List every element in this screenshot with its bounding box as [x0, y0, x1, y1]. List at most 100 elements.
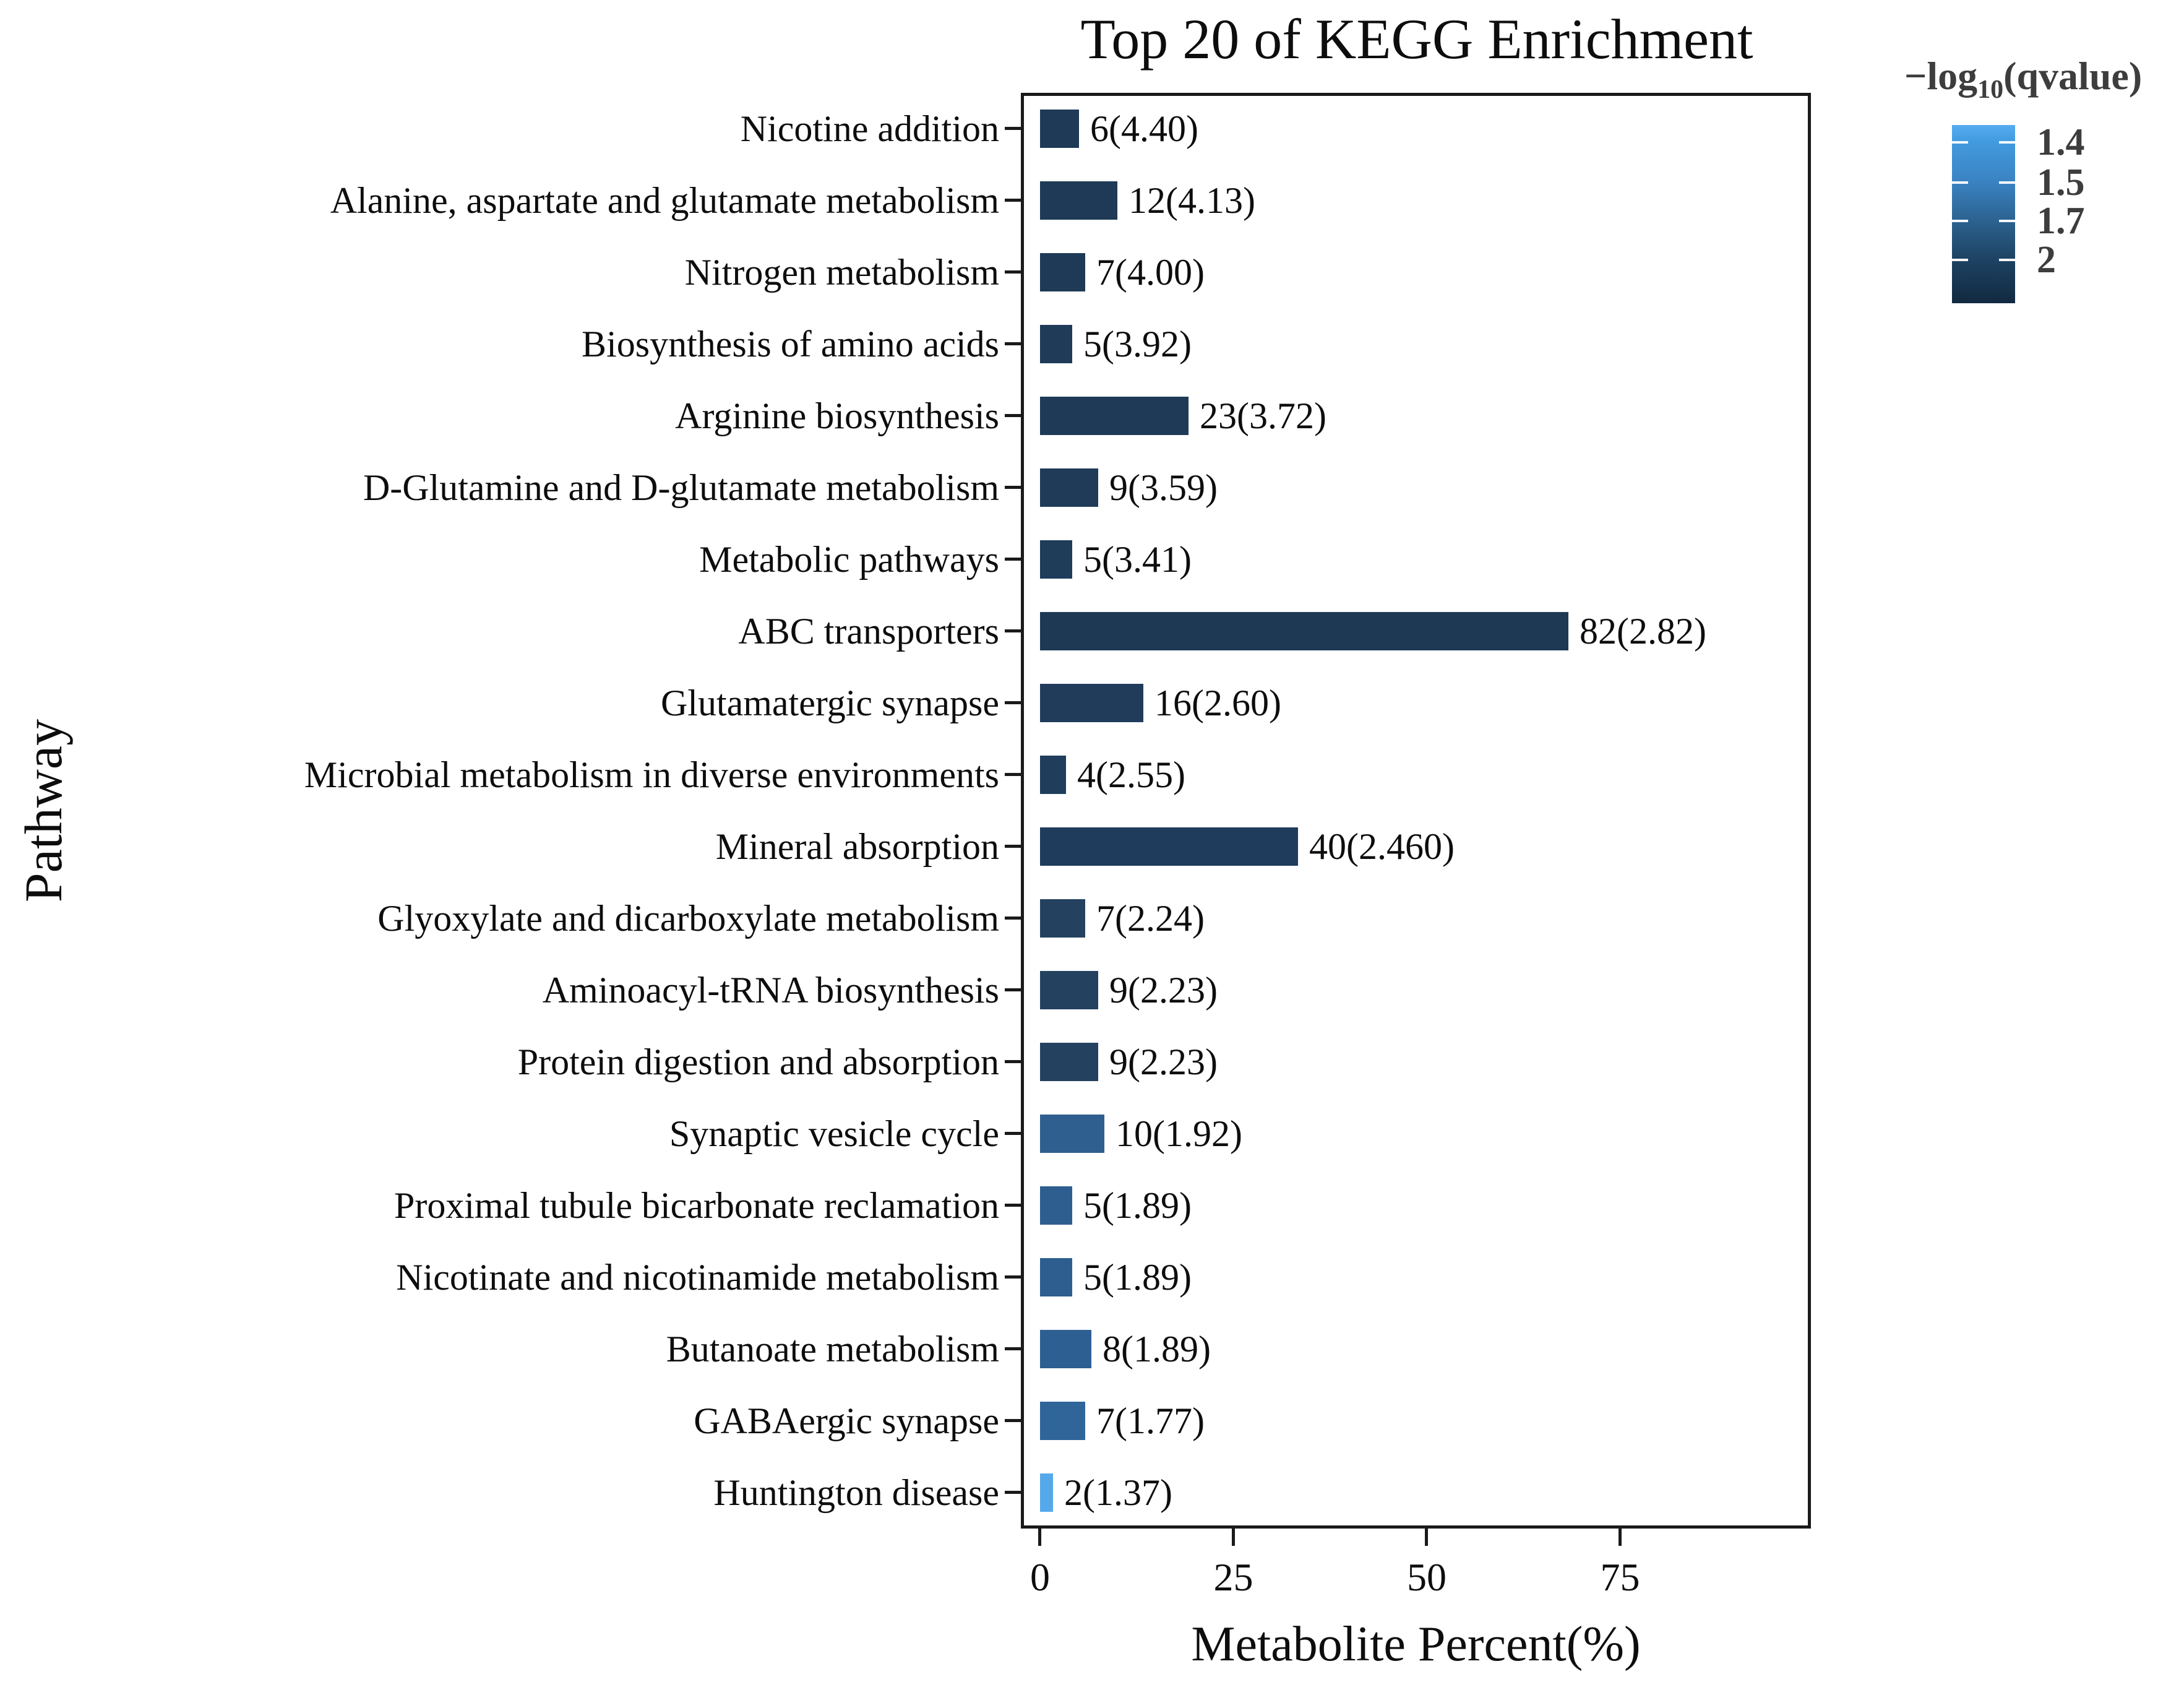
bar-value-label: 7(1.77)	[1096, 1400, 1205, 1441]
x-axis-title: Metabolite Percent(%)	[1191, 1617, 1641, 1671]
bar	[1040, 540, 1072, 579]
bar	[1040, 1186, 1072, 1225]
bar-value-label: 2(1.37)	[1064, 1472, 1172, 1513]
bar	[1040, 612, 1568, 650]
colorbar-tick	[1999, 181, 2015, 184]
colorbar-tick-label: 1.4	[2037, 121, 2085, 163]
y-axis-label: Nitrogen metabolism	[684, 252, 999, 293]
y-axis-label: Alanine, aspartate and glutamate metabol…	[330, 180, 999, 221]
y-axis-tick	[1005, 342, 1021, 345]
bar	[1040, 899, 1085, 938]
bar-value-label: 10(1.92)	[1116, 1113, 1242, 1154]
bar-value-label: 82(2.82)	[1580, 611, 1706, 652]
bar-value-label: 9(2.23)	[1109, 1042, 1218, 1082]
y-axis-tick	[1005, 629, 1021, 632]
y-axis-tick	[1005, 1060, 1021, 1063]
y-axis-tick	[1005, 414, 1021, 417]
y-axis-label: Protein digestion and absorption	[517, 1042, 999, 1082]
bar	[1040, 1258, 1072, 1296]
y-axis-tick	[1005, 1491, 1021, 1494]
chart-title: Top 20 of KEGG Enrichment	[1080, 7, 1753, 71]
colorbar-tick-label: 1.7	[2037, 199, 2085, 242]
bar-value-label: 5(1.89)	[1083, 1185, 1192, 1226]
colorbar-tick-label: 2	[2037, 239, 2056, 282]
y-axis-tick	[1005, 1419, 1021, 1422]
y-axis-label: D-Glutamine and D-glutamate metabolism	[363, 467, 999, 508]
bar-value-label: 7(4.00)	[1096, 252, 1205, 293]
bar-value-label: 5(3.92)	[1083, 324, 1192, 364]
bar-value-label: 9(3.59)	[1109, 467, 1218, 508]
y-axis-tick	[1005, 845, 1021, 848]
bar-value-label: 12(4.13)	[1129, 180, 1255, 221]
bar-value-label: 16(2.60)	[1154, 683, 1281, 723]
x-axis-tick	[1038, 1529, 1041, 1546]
bar	[1040, 1330, 1091, 1368]
bar	[1040, 1473, 1053, 1512]
colorbar-tick	[1952, 259, 1968, 262]
bar	[1040, 397, 1189, 435]
bar	[1040, 1043, 1098, 1081]
y-axis-label: Glyoxylate and dicarboxylate metabolism	[377, 898, 999, 939]
x-axis-tick	[1618, 1529, 1622, 1546]
y-axis-label: Arginine biosynthesis	[675, 395, 999, 436]
bar-value-label: 5(1.89)	[1083, 1257, 1192, 1298]
legend-title-prefix: −log	[1904, 54, 1978, 98]
bar-value-label: 9(2.23)	[1109, 970, 1218, 1011]
bar	[1040, 756, 1066, 794]
colorbar-tick	[1952, 181, 1968, 184]
bar	[1040, 971, 1098, 1009]
x-axis-tick	[1425, 1529, 1428, 1546]
bar-value-label: 40(2.460)	[1309, 826, 1455, 867]
legend-title: −log10(qvalue)	[1862, 53, 2184, 105]
bar-value-label: 6(4.40)	[1090, 108, 1198, 149]
y-axis-tick	[1005, 988, 1021, 991]
colorbar	[1952, 125, 2015, 303]
bar-value-label: 5(3.41)	[1083, 539, 1192, 580]
x-axis-tick-label: 50	[1407, 1555, 1447, 1599]
y-axis-label: Nicotine addition	[740, 108, 999, 149]
y-axis-label: Synaptic vesicle cycle	[669, 1113, 999, 1154]
x-axis-tick-label: 25	[1213, 1555, 1253, 1599]
bar	[1040, 110, 1079, 148]
y-axis-label: Aminoacyl-tRNA biosynthesis	[542, 970, 999, 1011]
colorbar-tick-label: 1.5	[2037, 162, 2085, 204]
bar	[1040, 1402, 1085, 1440]
bar-value-label: 7(2.24)	[1096, 898, 1205, 939]
colorbar-tick	[1999, 140, 2015, 144]
bar-value-label: 8(1.89)	[1103, 1329, 1211, 1369]
x-axis-tick-label: 75	[1600, 1555, 1640, 1599]
x-axis-tick	[1231, 1529, 1235, 1546]
x-axis-tick-label: 0	[1030, 1555, 1050, 1599]
bar	[1040, 468, 1098, 507]
y-axis-tick	[1005, 1204, 1021, 1207]
colorbar-tick	[1952, 140, 1968, 144]
bar	[1040, 181, 1117, 220]
y-axis-label: Metabolic pathways	[699, 539, 999, 580]
colorbar-tick	[1999, 219, 2015, 222]
y-axis-label: Huntington disease	[713, 1472, 999, 1513]
y-axis-tick	[1005, 1132, 1021, 1135]
y-axis-tick	[1005, 270, 1021, 274]
bar-value-label: 4(2.55)	[1077, 754, 1185, 795]
legend-title-suffix: (qvalue)	[2003, 54, 2143, 98]
y-axis-tick	[1005, 773, 1021, 776]
y-axis-tick	[1005, 1275, 1021, 1279]
y-axis-tick	[1005, 1347, 1021, 1350]
bar-value-label: 23(3.72)	[1200, 395, 1326, 436]
bar	[1040, 1115, 1104, 1153]
y-axis-tick	[1005, 701, 1021, 704]
y-axis-label: GABAergic synapse	[694, 1400, 999, 1441]
y-axis-label: Butanoate metabolism	[666, 1329, 999, 1369]
colorbar-tick	[1999, 259, 2015, 262]
y-axis-label: Microbial metabolism in diverse environm…	[304, 754, 999, 795]
y-axis-tick	[1005, 486, 1021, 489]
y-axis-tick	[1005, 199, 1021, 202]
y-axis-label: Nicotinate and nicotinamide metabolism	[396, 1257, 999, 1298]
plot-panel	[1021, 93, 1811, 1529]
bar	[1040, 684, 1143, 722]
colorbar-tick	[1952, 219, 1968, 222]
